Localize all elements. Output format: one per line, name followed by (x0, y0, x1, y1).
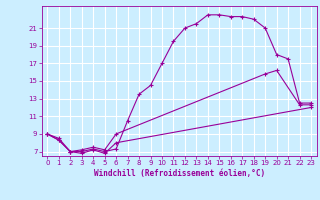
X-axis label: Windchill (Refroidissement éolien,°C): Windchill (Refroidissement éolien,°C) (94, 169, 265, 178)
